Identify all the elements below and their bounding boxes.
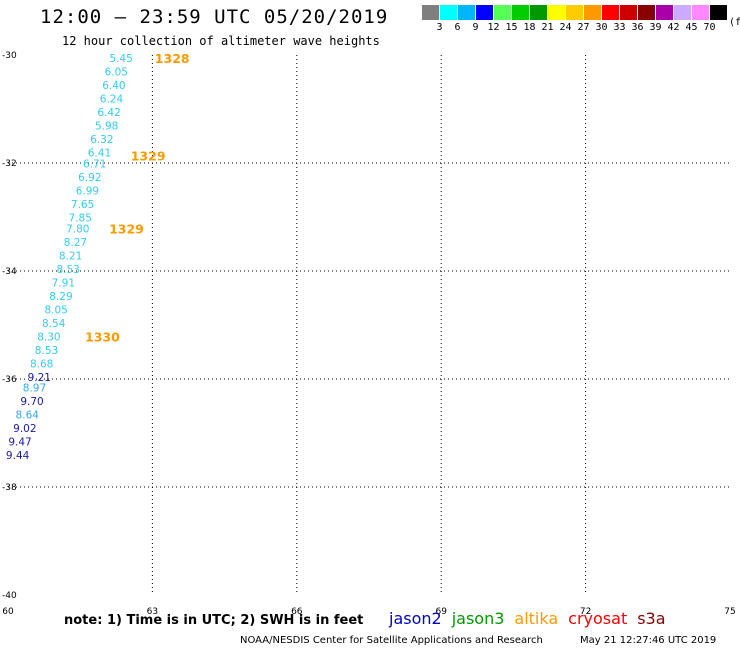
wave-height-value: 6.24 — [100, 94, 124, 106]
wave-height-value: 6.42 — [97, 107, 120, 119]
wave-height-value: 6.41 — [88, 148, 111, 160]
credit-text: NOAA/NESDIS Center for Satellite Applica… — [240, 635, 543, 646]
wave-height-value: 9.47 — [8, 437, 31, 449]
wave-height-value: 8.64 — [16, 410, 40, 422]
wave-height-value: 7.65 — [71, 199, 94, 211]
wave-height-value: 9.44 — [6, 450, 30, 462]
legend-label: 33 — [613, 22, 626, 33]
legend-swatch — [422, 5, 439, 20]
wave-height-value: 6.71 — [83, 159, 106, 171]
legend-label: 12 — [487, 22, 500, 33]
legend-label: 24 — [559, 22, 572, 33]
legend-swatch — [674, 5, 691, 20]
legend-swatch — [638, 5, 655, 20]
legend-swatch — [692, 5, 709, 20]
wave-height-value: 8.54 — [42, 318, 66, 330]
longitude-tick-label: 63 — [147, 607, 158, 617]
wave-height-value: 5.45 — [109, 53, 132, 65]
wave-height-value: 8.21 — [59, 250, 82, 262]
pass-time-label: 1329 — [109, 221, 144, 236]
legend-swatch — [566, 5, 583, 20]
legend-swatch — [710, 5, 727, 20]
legend-label: 42 — [667, 22, 680, 33]
legend-swatch — [548, 5, 565, 20]
satellite-legend-item: cryosat — [568, 609, 628, 628]
legend-label: 6 — [454, 22, 461, 33]
wave-height-value: 9.21 — [28, 372, 51, 384]
wave-height-value: 7.85 — [69, 213, 92, 225]
pass-time-label: 1329 — [131, 148, 166, 163]
legend-label: 9 — [472, 22, 479, 33]
wave-height-value: 8.30 — [37, 331, 60, 343]
pass-time-label: 1330 — [85, 329, 120, 344]
satellite-legend-item: jason3 — [451, 609, 505, 628]
legend-label: 45 — [685, 22, 698, 33]
wave-height-value: 6.32 — [90, 134, 113, 146]
legend-swatch — [602, 5, 619, 20]
pass-time-label: 1328 — [155, 51, 190, 66]
legend-swatch — [458, 5, 475, 20]
legend-swatch — [530, 5, 547, 20]
satellite-legend-item: jason2 — [389, 609, 442, 628]
legend-label: 70 — [703, 22, 716, 33]
longitude-tick-label: 72 — [580, 607, 591, 617]
satellite-legend-item: s3a — [637, 609, 666, 628]
legend-swatch — [656, 5, 673, 20]
legend-swatch — [476, 5, 493, 20]
legend-unit: (ft) — [729, 17, 740, 28]
legend-label: 3 — [436, 22, 443, 33]
latitude-tick-label: -38 — [2, 483, 17, 493]
wave-height-value: 8.05 — [44, 304, 67, 316]
generated-timestamp: May 21 12:27:46 UTC 2019 — [580, 635, 717, 646]
wave-height-value: 8.97 — [23, 383, 46, 395]
legend-swatch — [494, 5, 511, 20]
latitude-tick-label: -40 — [2, 591, 17, 601]
legend-label: 39 — [649, 22, 662, 33]
latitude-tick-label: -30 — [2, 51, 17, 61]
legend-label: 18 — [523, 22, 536, 33]
legend-swatch — [620, 5, 637, 20]
legend-label: 27 — [577, 22, 590, 33]
latitude-tick-label: -36 — [2, 375, 17, 385]
legend-label: 30 — [595, 22, 608, 33]
wave-height-value: 8.68 — [30, 358, 53, 370]
color-scale-legend: 3 6 9 12 15 18 21 24 27 30 33 36 39 42 45 70 — [422, 5, 728, 35]
wave-height-value: 6.92 — [78, 172, 101, 184]
legend-swatch — [440, 5, 457, 20]
latitude-tick-label: -32 — [2, 159, 17, 169]
legend-label: 21 — [541, 22, 554, 33]
wave-height-value: 8.53 — [56, 264, 79, 276]
wave-height-value: 7.91 — [52, 277, 75, 289]
wave-height-value: 6.99 — [76, 186, 99, 198]
longitude-tick-label: 66 — [291, 607, 303, 617]
legend-swatch — [584, 5, 601, 20]
footer-note: note: 1) Time is in UTC; 2) SWH is in fe… — [64, 613, 364, 628]
longitude-tick-label: 60 — [2, 607, 14, 617]
map-subtitle: 12 hour collection of altimeter wave hei… — [62, 34, 380, 48]
legend-label: 15 — [505, 22, 518, 33]
wave-height-value: 6.40 — [102, 80, 125, 92]
wave-height-value: 8.27 — [64, 237, 87, 249]
wave-height-value: 7.80 — [66, 223, 89, 235]
latitude-tick-label: -34 — [2, 267, 17, 277]
legend-label: 36 — [631, 22, 644, 33]
wave-height-value: 9.70 — [20, 396, 43, 408]
satellite-legend-item: altika — [514, 609, 559, 628]
wave-height-value: 6.05 — [105, 67, 128, 79]
longitude-tick-label: 75 — [724, 607, 735, 617]
wave-height-value: 5.98 — [95, 121, 118, 133]
wave-height-value: 9.02 — [13, 423, 36, 435]
map-title: 12:00 – 23:59 UTC 05/20/2019 — [40, 6, 389, 28]
legend-swatch — [512, 5, 529, 20]
wave-height-value: 8.29 — [49, 291, 72, 303]
satellite-legend: jason2 jason3 altika cryosat s3a — [389, 609, 676, 628]
wave-height-value: 8.53 — [35, 345, 58, 357]
longitude-tick-label: 69 — [435, 607, 447, 617]
